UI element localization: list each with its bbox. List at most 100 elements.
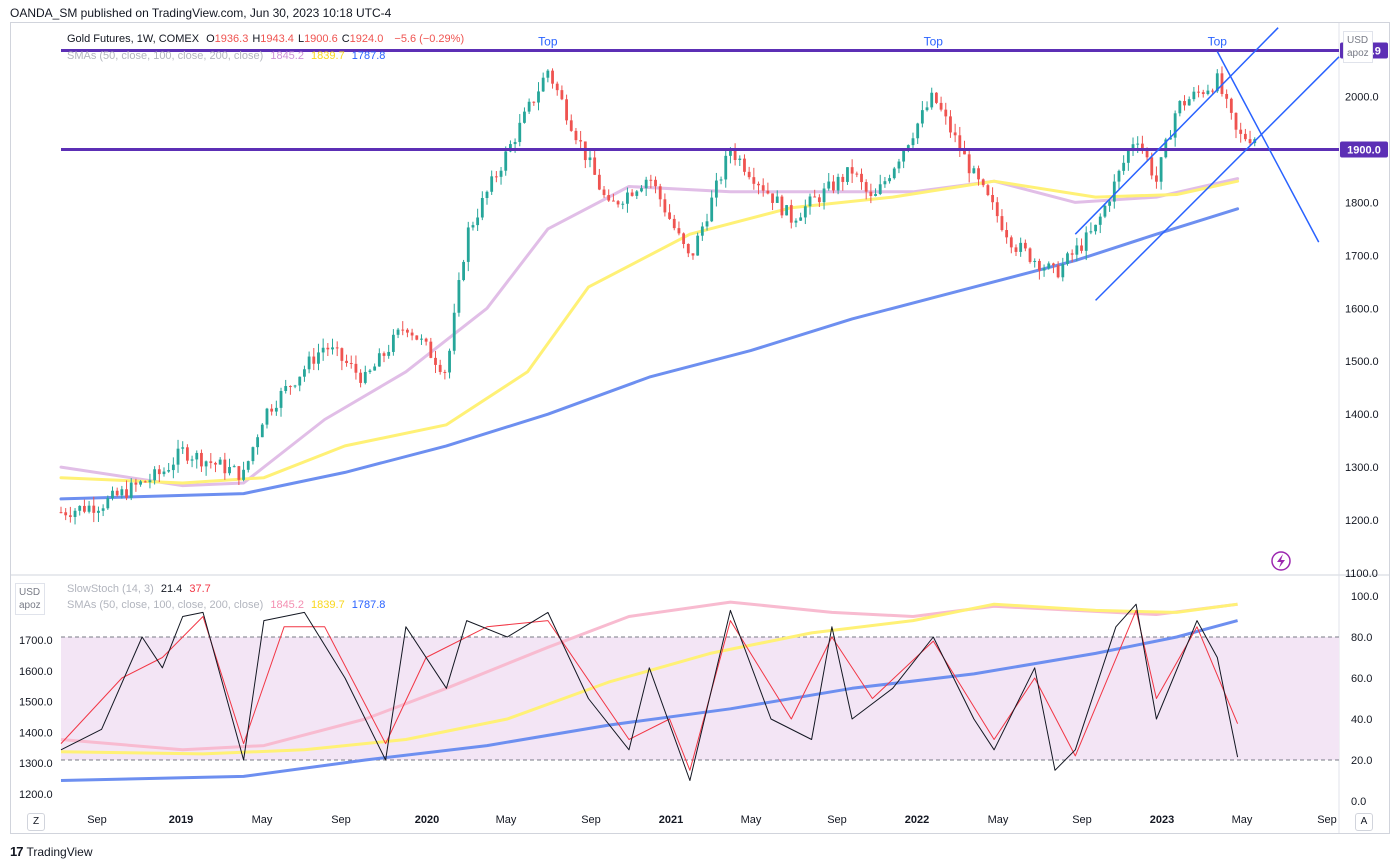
candle-body	[265, 408, 269, 425]
candle-body	[527, 101, 531, 112]
candle-body	[387, 351, 391, 356]
candle-body	[111, 490, 114, 499]
candle-body	[794, 220, 798, 223]
candle-body	[471, 225, 475, 228]
goto-start-button[interactable]: Z	[27, 813, 45, 831]
candle-body	[1080, 245, 1083, 251]
candle-body	[406, 329, 409, 333]
ohlc-key-o: O	[206, 33, 215, 45]
candle-body	[621, 203, 625, 205]
candle-body	[1155, 175, 1158, 182]
candle-body	[944, 109, 948, 117]
candle-body	[373, 366, 377, 371]
publisher-header: OANDA_SM published on TradingView.com, J…	[10, 6, 392, 20]
candle-body	[813, 196, 817, 198]
candle-body	[494, 176, 498, 178]
candle-body	[1178, 101, 1182, 114]
candle-body	[1248, 139, 1252, 144]
candle-body	[574, 130, 578, 141]
candle-body	[672, 218, 676, 229]
stoch-left-tick-label: 1300.0	[19, 758, 53, 770]
stoch-d-value: 37.7	[189, 583, 211, 595]
candle-body	[251, 447, 255, 462]
candle-body	[958, 135, 962, 151]
candle-body	[724, 155, 728, 180]
candle-body	[246, 461, 250, 470]
candle-body	[1075, 245, 1079, 255]
stoch-k-line	[60, 603, 1239, 781]
candle-body	[551, 70, 554, 84]
candle-body	[1122, 162, 1126, 171]
top-annotation: Top	[1208, 35, 1228, 49]
stoch-tick-label: 80.0	[1351, 632, 1372, 644]
price-tick-label: 1500.0	[1345, 356, 1379, 368]
time-axis-label: May	[496, 814, 517, 826]
price-tick-label: 1400.0	[1345, 409, 1379, 421]
candle-body	[799, 217, 803, 221]
candle-body	[696, 235, 700, 256]
sma50-line	[59, 177, 1240, 488]
price-unit-box[interactable]: USD apoz	[1343, 31, 1373, 63]
auto-scale-button[interactable]: A	[1355, 813, 1373, 831]
candle-body	[775, 196, 779, 203]
ohlc-values: O1936.3 H1943.4 L1900.6 C1924.0	[206, 33, 387, 45]
price-label-badge	[1340, 141, 1388, 158]
time-axis-label: Sep	[1317, 814, 1337, 826]
candle-body	[1187, 99, 1191, 106]
candle-body	[597, 174, 601, 190]
candle-body	[345, 360, 348, 364]
candle-body	[518, 122, 522, 143]
candle-body	[368, 370, 372, 372]
stoch-scale-mode: apoz	[19, 600, 41, 611]
candle-body	[1211, 90, 1215, 92]
candle-body	[359, 372, 363, 383]
candle-body	[73, 510, 77, 517]
candle-body	[256, 437, 260, 448]
change-value: −5.6 (−0.29%)	[394, 33, 465, 45]
price-tick-label: 1100.0	[1345, 568, 1378, 580]
sma-legend: SMAs (50, close, 100, close, 200, close)…	[67, 50, 389, 62]
candle-body	[761, 185, 765, 191]
price-currency: USD	[1347, 35, 1369, 46]
ohlc-key-l: L	[297, 33, 305, 45]
candle-body	[892, 168, 896, 179]
candle-body	[59, 512, 63, 514]
footer: 17 TradingView	[10, 844, 93, 859]
candle-body	[855, 173, 859, 175]
candle-body	[134, 482, 138, 485]
candle-body	[817, 197, 821, 203]
candle-body	[504, 151, 508, 171]
candle-body	[771, 193, 774, 203]
candle-body	[841, 176, 845, 182]
candle-body	[785, 205, 789, 216]
candle-body	[438, 364, 442, 372]
candle-body	[452, 312, 456, 351]
candle-body	[822, 188, 826, 203]
candle-body	[953, 132, 957, 136]
candle-body	[719, 179, 723, 181]
candle-body	[92, 505, 96, 513]
stoch-left-tick-label: 1600.0	[19, 666, 53, 678]
time-axis-label: 2020	[415, 814, 439, 826]
candle-body	[195, 452, 199, 460]
candle-body	[630, 192, 634, 196]
stoch-k-value: 21.4	[160, 583, 183, 595]
chart-canvas[interactable]: 2000.0 1900.0 1800.0 1700.0 1600.0 1500.0 1400…	[11, 23, 1389, 833]
candle-body	[1234, 112, 1238, 130]
candle-body	[635, 191, 639, 196]
candle-body	[883, 181, 887, 185]
price-tick-label: 1700.0	[1345, 250, 1379, 262]
candle-body	[214, 462, 217, 465]
candle-body	[499, 170, 503, 177]
candle-body	[1066, 253, 1069, 264]
candle-body	[560, 90, 564, 100]
candle-body	[523, 111, 526, 123]
sma200-value: 1787.8	[351, 50, 386, 62]
candle-body	[1037, 260, 1041, 271]
price-scale-mode: apoz	[1347, 48, 1369, 59]
candle-body	[466, 227, 470, 262]
candle-body	[284, 386, 288, 391]
candle-body	[1229, 98, 1233, 113]
candle-body	[270, 408, 274, 412]
stoch-unit-box[interactable]: USD apoz	[15, 583, 45, 615]
